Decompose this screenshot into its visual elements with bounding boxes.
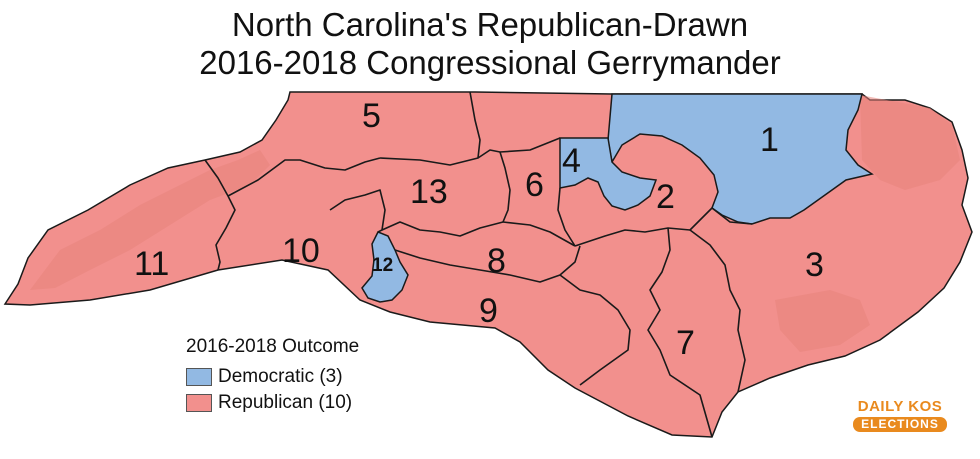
legend-item-republican: Republican (10) [186, 390, 426, 416]
daily-kos-elections-logo: DAILY KOS ELECTIONS [852, 398, 948, 433]
legend-label-democratic: Democratic (3) [218, 366, 343, 387]
district-label-1: 1 [760, 121, 779, 159]
brand-top-text: DAILY KOS [857, 398, 943, 415]
district-label-12: 12 [372, 255, 393, 276]
district-label-13: 13 [410, 173, 448, 211]
brand-bottom-text: ELECTIONS [853, 417, 947, 432]
district-label-7: 7 [676, 324, 695, 362]
legend-title: 2016-2018 Outcome [186, 336, 360, 357]
district-borders [204, 91, 753, 438]
terrain-shading-east [775, 290, 870, 352]
district-label-9: 9 [479, 292, 498, 330]
map-title-line-2: 2016-2018 Congressional Gerrymander [199, 44, 781, 81]
map-title-line-1: North Carolina's Republican-Drawn [231, 6, 749, 43]
district-label-3: 3 [805, 246, 824, 284]
legend-swatch-democratic [186, 368, 212, 386]
district-12-shape [361, 231, 409, 303]
district-label-6: 6 [525, 166, 544, 204]
legend-item-democratic: Democratic (3) [186, 364, 426, 390]
legend-swatch-republican [186, 394, 212, 412]
district-4-shape [559, 137, 658, 211]
district-label-8: 8 [487, 242, 506, 280]
district-label-10: 10 [282, 232, 320, 270]
district-label-4: 4 [562, 142, 581, 180]
district-label-11: 11 [134, 245, 169, 283]
terrain-shading [30, 150, 270, 290]
legend-label-republican: Republican (10) [218, 392, 353, 413]
terrain-shading-coast [860, 95, 960, 190]
district-label-2: 2 [656, 178, 675, 216]
district-label-5: 5 [362, 97, 381, 135]
legend: 2016-2018 Outcome Democratic (3) Republi… [186, 336, 426, 416]
